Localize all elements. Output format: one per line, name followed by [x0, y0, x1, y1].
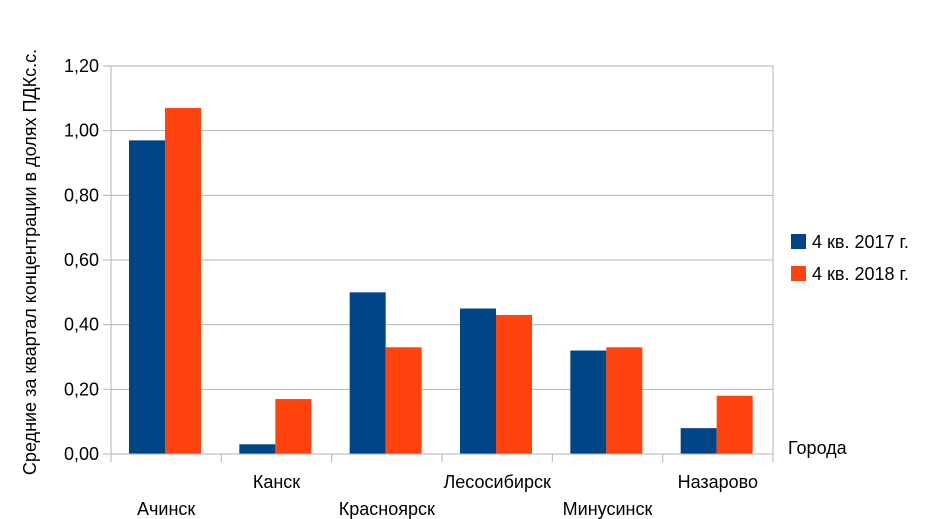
x-category-label: Ачинск [137, 499, 195, 519]
bar [165, 108, 201, 455]
bar [275, 399, 312, 454]
x-category-label: Красноярск [339, 499, 435, 519]
bar [496, 314, 532, 454]
y-axis-title: Средние за квартал концентрации в долях … [20, 49, 40, 475]
x-axis-title: Города [788, 438, 848, 458]
legend-label: 4 кв. 2017 г. [812, 232, 909, 252]
y-tick-label: 0,40 [64, 315, 99, 335]
bar [680, 428, 717, 454]
x-category-label: Назарово [678, 472, 758, 492]
bar [570, 350, 607, 454]
legend-swatch [791, 234, 806, 249]
legend: 4 кв. 2017 г. 4 кв. 2018 г. [791, 232, 909, 284]
bar [460, 308, 496, 454]
bar [239, 444, 276, 454]
legend-label: 4 кв. 2018 г. [812, 264, 909, 284]
x-category-label: Канск [253, 472, 300, 492]
x-category-label: Лесосибирск [443, 472, 550, 492]
y-tick-label: 1,20 [64, 56, 99, 76]
bar [606, 347, 643, 454]
y-tick-label: 1,00 [64, 121, 99, 141]
x-category-label: Минусинск [563, 499, 653, 519]
bar [385, 347, 422, 454]
y-tick-label: 0,00 [64, 444, 99, 464]
bar [716, 395, 753, 454]
bar [349, 292, 386, 454]
grid-lines [103, 65, 773, 455]
y-tick-labels: 0,00 0,20 0,40 0,60 0,80 1,00 1,20 [64, 56, 99, 464]
bar [129, 140, 165, 454]
y-tick-label: 0,20 [64, 379, 99, 399]
bars-group [129, 108, 753, 455]
axes-group [110, 65, 774, 462]
legend-swatch [791, 266, 806, 281]
y-tick-label: 0,60 [64, 250, 99, 270]
y-tick-label: 0,80 [64, 185, 99, 205]
x-category-labels: Ачинск Канск Красноярск Лесосибирск Минусинс… [137, 472, 758, 519]
